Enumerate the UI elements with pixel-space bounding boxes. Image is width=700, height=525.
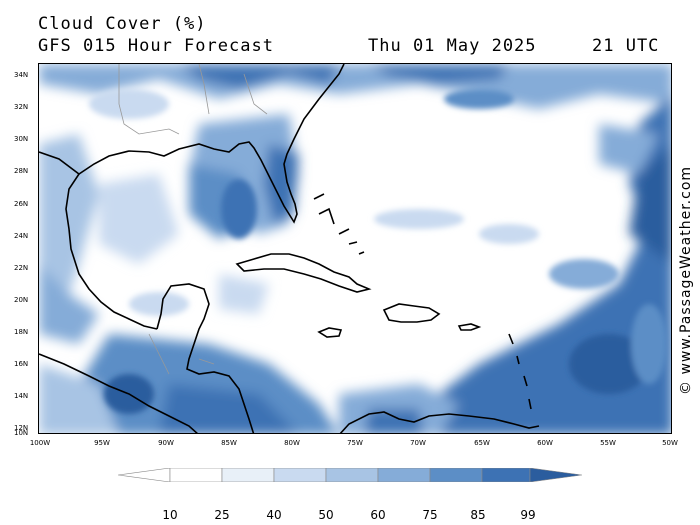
colorbar-label: 85 [470, 508, 486, 522]
colorbar-swatch [429, 468, 483, 482]
colorbar-label: 60 [370, 508, 386, 522]
cloud-cover-map [39, 64, 671, 433]
lat-label: 32N [14, 103, 29, 111]
lat-label: 12N [14, 424, 29, 432]
lon-label: 80W [284, 439, 300, 447]
lon-label: 50W [662, 439, 678, 447]
colorbar-swatch [273, 468, 327, 482]
colorbar-swatch [377, 468, 431, 482]
borders [118, 64, 268, 375]
coastlines [39, 64, 540, 433]
colorbar-label: 40 [266, 508, 282, 522]
lon-label: 65W [474, 439, 490, 447]
cloud-field [39, 64, 671, 433]
lat-label: 34N [14, 71, 29, 79]
colorbar-arrow-left [118, 468, 171, 482]
lon-label: 95W [94, 439, 110, 447]
forecast-hour: 21 UTC [592, 36, 660, 56]
map-frame [38, 63, 672, 434]
lon-label: 90W [158, 439, 174, 447]
lon-label: 75W [347, 439, 363, 447]
colorbar-label: 25 [214, 508, 230, 522]
lon-label: 60W [537, 439, 553, 447]
lat-label: 10N [14, 429, 29, 437]
colorbar-swatch [221, 468, 275, 482]
lat-label: 24N [14, 232, 29, 240]
map-title: Cloud Cover (%) [38, 14, 207, 34]
colorbar-swatch [169, 468, 223, 482]
lat-label: 30N [14, 135, 29, 143]
lon-label: 85W [221, 439, 237, 447]
colorbar-label: 75 [422, 508, 438, 522]
colorbar [118, 468, 582, 482]
lon-label: 70W [410, 439, 426, 447]
lat-label: 20N [14, 296, 29, 304]
lat-label: 14N [14, 392, 29, 400]
lat-label: 26N [14, 200, 29, 208]
lat-label: 18N [14, 328, 29, 336]
lat-label: 28N [14, 167, 29, 175]
forecast-date: Thu 01 May 2025 [368, 36, 537, 56]
colorbar-label: 50 [318, 508, 334, 522]
colorbar-swatch [481, 468, 531, 482]
map-subtitle: GFS 015 Hour Forecast [38, 36, 274, 56]
lon-label: 100W [29, 439, 51, 447]
lat-label: 16N [14, 360, 29, 368]
lat-label: 22N [14, 264, 29, 272]
colorbar-label: 10 [162, 508, 178, 522]
copyright-text: © www.PassageWeather.com [678, 165, 694, 395]
lon-label: 55W [600, 439, 616, 447]
colorbar-label: 99 [520, 508, 536, 522]
colorbar-arrow-right [529, 468, 582, 482]
colorbar-swatch [325, 468, 379, 482]
